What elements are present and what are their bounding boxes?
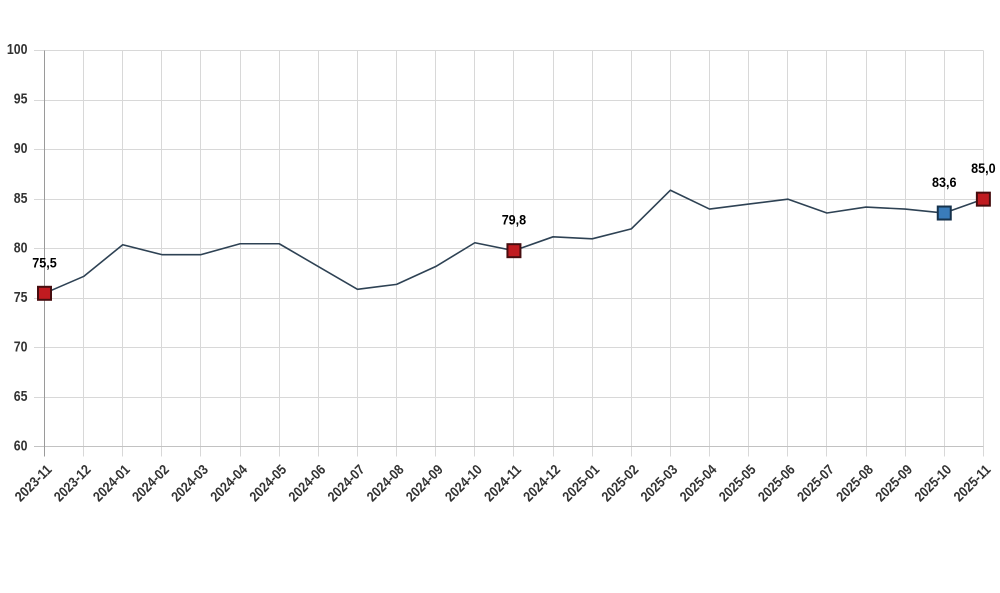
svg-text:100: 100 — [7, 41, 28, 58]
svg-text:60: 60 — [14, 438, 28, 455]
svg-text:2024-10: 2024-10 — [442, 461, 485, 504]
svg-text:2025-11: 2025-11 — [950, 461, 993, 504]
svg-text:2025-10: 2025-10 — [911, 461, 954, 504]
svg-text:2023-11: 2023-11 — [11, 461, 54, 504]
svg-text:2025-09: 2025-09 — [872, 461, 915, 504]
svg-text:2024-12: 2024-12 — [520, 461, 563, 504]
svg-text:2025-07: 2025-07 — [794, 461, 837, 504]
svg-text:2024-11: 2024-11 — [481, 461, 524, 504]
svg-text:2024-02: 2024-02 — [129, 461, 172, 504]
svg-text:90: 90 — [14, 140, 28, 157]
svg-text:2025-08: 2025-08 — [833, 461, 876, 504]
svg-text:2025-02: 2025-02 — [598, 461, 641, 504]
svg-text:2025-06: 2025-06 — [755, 461, 798, 504]
svg-text:2024-01: 2024-01 — [90, 461, 133, 504]
svg-text:2024-03: 2024-03 — [168, 461, 211, 504]
svg-text:2024-07: 2024-07 — [324, 461, 367, 504]
svg-text:95: 95 — [14, 91, 28, 108]
svg-text:75: 75 — [14, 289, 28, 306]
svg-text:2024-05: 2024-05 — [246, 461, 289, 504]
svg-text:85: 85 — [14, 190, 28, 207]
svg-text:85,0: 85,0 — [971, 161, 996, 176]
svg-text:79,8: 79,8 — [502, 213, 527, 228]
svg-text:2025-04: 2025-04 — [676, 461, 719, 504]
svg-text:2025-03: 2025-03 — [637, 461, 680, 504]
svg-text:2024-08: 2024-08 — [363, 461, 406, 504]
svg-text:70: 70 — [14, 338, 28, 355]
svg-text:80: 80 — [14, 239, 28, 256]
svg-text:75,5: 75,5 — [32, 255, 57, 270]
svg-text:2024-09: 2024-09 — [402, 461, 445, 504]
svg-text:65: 65 — [14, 388, 28, 405]
svg-text:2024-04: 2024-04 — [207, 461, 250, 504]
svg-text:2023-12: 2023-12 — [50, 461, 93, 504]
svg-text:2025-01: 2025-01 — [559, 461, 602, 504]
svg-text:2024-06: 2024-06 — [285, 461, 328, 504]
svg-text:2025-05: 2025-05 — [715, 461, 758, 504]
svg-text:83,6: 83,6 — [932, 175, 957, 190]
